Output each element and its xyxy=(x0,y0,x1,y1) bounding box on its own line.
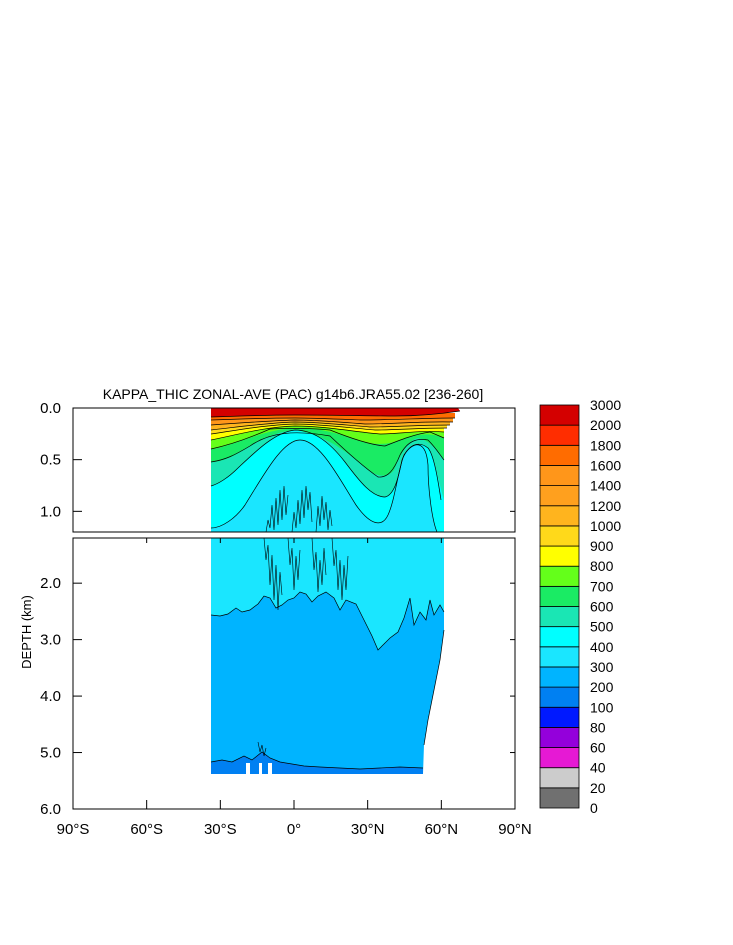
colorbar-swatch xyxy=(539,444,580,466)
colorbar-label: 100 xyxy=(590,699,614,715)
colorbar-label: 80 xyxy=(590,719,606,735)
colorbar-label: 20 xyxy=(590,780,606,796)
field-upper-2000 xyxy=(211,408,460,417)
chart-title: KAPPA_THIC ZONAL-AVE (PAC) g14b6.JRA55.0… xyxy=(103,386,484,402)
colorbar-swatch xyxy=(539,646,580,668)
y-tick-label-lower: 6.0 xyxy=(40,801,61,818)
colorbar-label: 40 xyxy=(590,760,606,776)
colorbar-swatch xyxy=(539,706,580,728)
y-tick-label-upper: 1.0 xyxy=(40,503,61,520)
colorbar-swatch xyxy=(539,485,580,507)
colorbar-swatch xyxy=(539,787,580,809)
y-tick-label-lower: 5.0 xyxy=(40,745,61,762)
colorbar-swatch xyxy=(539,686,580,708)
colorbar-swatch xyxy=(539,626,580,648)
colorbar-label: 500 xyxy=(590,619,614,635)
y-tick-label-lower: 2.0 xyxy=(40,575,61,592)
colorbar-label: 1800 xyxy=(590,437,621,453)
axes: 90°S 60°S 30°S 0° 30°N 60°N 90°N 0.0 0.5 1.0 2.0 3.… xyxy=(40,400,532,838)
colorbar-label: 700 xyxy=(590,578,614,594)
upper-panel-field xyxy=(210,408,461,532)
colorbar-label: 600 xyxy=(590,599,614,615)
y-tick-label-lower: 3.0 xyxy=(40,632,61,649)
colorbar-swatch xyxy=(539,606,580,628)
x-tick-label: 90°N xyxy=(498,821,532,838)
x-tick-label: 30°N xyxy=(351,821,385,838)
x-tick-label: 60°S xyxy=(130,821,163,838)
colorbar-swatch xyxy=(539,767,580,789)
colorbar-swatch xyxy=(539,404,580,426)
x-tick-label: 90°S xyxy=(57,821,90,838)
colorbar-label: 1000 xyxy=(590,518,621,534)
colorbar-swatch xyxy=(539,505,580,527)
x-tick-label: 30°S xyxy=(204,821,237,838)
upper-panel-frame xyxy=(72,407,516,533)
colorbar-label: 200 xyxy=(590,679,614,695)
colorbar-swatch xyxy=(539,727,580,748)
colorbar-swatch xyxy=(539,424,580,446)
colorbar-label: 3000 xyxy=(590,397,621,413)
lower-panel-field xyxy=(210,538,445,774)
colorbar-label: 2000 xyxy=(590,417,621,433)
x-tick-label: 60°N xyxy=(425,821,459,838)
x-tick-label: 0° xyxy=(287,821,301,838)
colorbar-label: 800 xyxy=(590,558,614,574)
colorbar-swatch xyxy=(539,585,580,607)
colorbar-swatch xyxy=(539,666,580,688)
colorbar-label: 0 xyxy=(590,800,598,816)
y-tick-label-upper: 0.0 xyxy=(40,400,61,417)
colorbar-label: 1400 xyxy=(590,478,621,494)
colorbar-swatch xyxy=(539,545,580,567)
y-tick-label-upper: 0.5 xyxy=(40,452,61,469)
colorbar-swatch xyxy=(539,465,580,487)
colorbar-swatch xyxy=(539,525,580,547)
colorbar-label: 400 xyxy=(590,639,614,655)
colorbar-label: 60 xyxy=(590,740,606,756)
colorbar-swatch xyxy=(539,565,580,587)
y-tick-label-lower: 4.0 xyxy=(40,688,61,705)
colorbar-label: 900 xyxy=(590,538,614,554)
colorbar-label: 1600 xyxy=(590,457,621,473)
colorbar-swatch xyxy=(539,747,580,769)
colorbar-label: 1200 xyxy=(590,498,621,514)
colorbar: 0 20 40 60 80 100 200 300 400 500 600 700 800 900 1000… xyxy=(539,397,621,816)
colorbar-label: 300 xyxy=(590,659,614,675)
y-axis-label: DEPTH (km) xyxy=(19,595,34,669)
